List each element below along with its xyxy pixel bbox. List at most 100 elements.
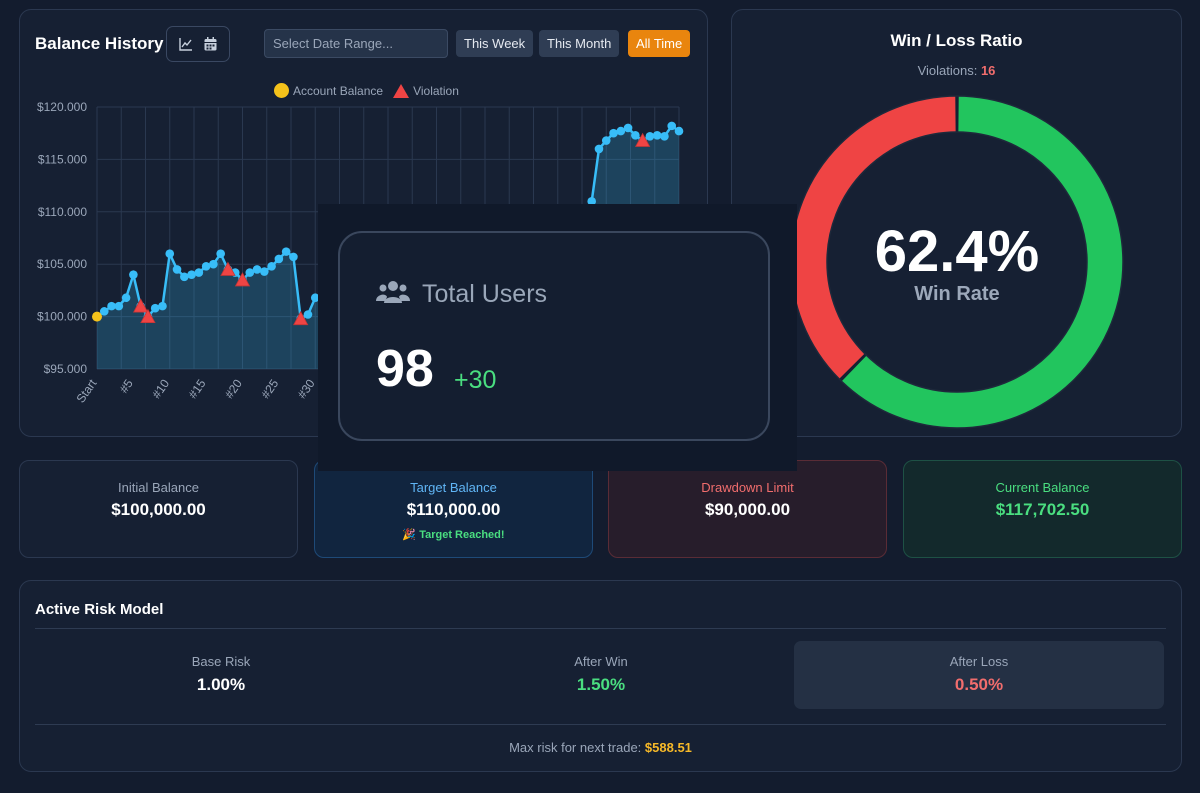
- balance-point: [260, 267, 269, 276]
- initial-balance-card: Initial Balance $100,000.00: [19, 460, 298, 558]
- y-tick-label: $105.000: [37, 257, 87, 271]
- x-tick-label: #25: [258, 376, 281, 401]
- line-chart-icon[interactable]: [179, 37, 193, 51]
- legend-account-balance[interactable]: Account Balance: [293, 83, 384, 98]
- date-range-input[interactable]: [264, 29, 448, 58]
- current-balance-label: Current Balance: [995, 480, 1090, 495]
- balance-point: [172, 265, 182, 274]
- balance-point: [274, 254, 284, 264]
- total-users-header: Total Users: [376, 279, 547, 310]
- balance-point: [652, 130, 662, 140]
- target-reached-note: 🎉 Target Reached!: [315, 528, 592, 541]
- x-tick-label: #10: [149, 376, 172, 401]
- legend-violation[interactable]: Violation: [413, 83, 459, 98]
- after-win-cell: After Win 1.50%: [416, 641, 786, 709]
- after-win-label: After Win: [574, 654, 628, 669]
- violation-marker: [220, 261, 236, 276]
- donut-inner-outline: [826, 131, 1088, 393]
- balance-point: [114, 301, 124, 311]
- balance-point: [99, 307, 109, 316]
- initial-balance-value: $100,000.00: [111, 500, 206, 519]
- y-tick-label: $120.000: [37, 100, 87, 114]
- win-slice: [841, 96, 1123, 428]
- balance-point: [594, 144, 604, 154]
- x-tick-label: Start: [73, 376, 99, 405]
- balance-point: [623, 123, 633, 133]
- balance-point: [180, 272, 189, 282]
- x-tick-label: #20: [222, 376, 245, 401]
- initial-balance-label: Initial Balance: [118, 480, 199, 495]
- party-popper-icon: 🎉: [402, 529, 417, 541]
- after-win-value: 1.50%: [576, 675, 626, 694]
- balance-point: [289, 252, 298, 262]
- balance-point: [601, 136, 611, 145]
- current-balance-card: Current Balance $117,702.50: [903, 460, 1182, 558]
- balance-point: [281, 247, 291, 256]
- violation-marker: [634, 132, 651, 147]
- balance-point: [209, 259, 218, 269]
- drawdown-limit-label: Drawdown Limit: [701, 480, 794, 495]
- target-reached-text: Target Reached!: [419, 529, 505, 541]
- current-balance-value: $117,702.50: [995, 500, 1090, 519]
- this-week-button[interactable]: This Week: [456, 30, 534, 57]
- balance-point: [631, 130, 640, 140]
- risk-model-title: Active Risk Model: [35, 601, 164, 618]
- balance-point: [201, 261, 211, 271]
- balance-point: [674, 126, 684, 136]
- calendar-icon[interactable]: [204, 37, 217, 51]
- violations-value: 16: [980, 63, 996, 78]
- win-rate-label: Win Rate: [914, 283, 1000, 305]
- violation-marker: [140, 308, 156, 323]
- account-balance-legend-marker: [274, 83, 289, 98]
- target-balance-label: Target Balance: [410, 480, 497, 495]
- y-tick-label: $100.000: [37, 310, 87, 324]
- balance-point: [121, 293, 131, 303]
- balance-point: [609, 128, 618, 138]
- win-rate-value: 62.4%: [874, 219, 1040, 284]
- base-risk-cell: Base Risk 1.00%: [36, 641, 406, 709]
- max-risk-line: Max risk for next trade: $588.51: [20, 740, 1181, 755]
- violation-marker: [132, 298, 149, 313]
- balance-point: [194, 268, 204, 277]
- drawdown-limit-value: $90,000.00: [704, 500, 791, 519]
- total-users-overlay: Total Users 98 +30: [318, 204, 797, 471]
- violation-marker: [293, 310, 309, 326]
- total-users-title: Total Users: [422, 280, 548, 308]
- balance-point: [310, 293, 320, 303]
- chart-legend: Account Balance Violation: [274, 83, 459, 98]
- after-loss-label: After Loss: [949, 654, 1009, 669]
- total-users-delta: +30: [454, 366, 497, 394]
- win-loss-panel: Win / Loss Ratio Violations: 16 62.4% Wi…: [731, 9, 1182, 437]
- violations-count: Violations: 16: [732, 63, 1181, 78]
- users-icon: [376, 279, 410, 310]
- total-users-card: Total Users 98 +30: [338, 231, 770, 441]
- win-loss-title: Win / Loss Ratio: [890, 31, 1023, 50]
- risk-model-panel: Active Risk Model Base Risk 1.00% After …: [19, 580, 1182, 772]
- balance-point: [245, 268, 255, 277]
- drawdown-limit-card: Drawdown Limit $90,000.00: [608, 460, 887, 558]
- balance-point: [645, 132, 655, 141]
- balance-point: [165, 249, 175, 259]
- balance-point: [150, 303, 160, 313]
- this-month-button[interactable]: This Month: [539, 30, 620, 57]
- after-loss-value: 0.50%: [954, 675, 1004, 694]
- balance-point: [616, 126, 626, 136]
- balance-point: [107, 301, 116, 311]
- total-users-count: 98: [376, 340, 434, 398]
- y-tick-label: $110.000: [38, 205, 87, 219]
- after-loss-cell: After Loss 0.50%: [794, 641, 1164, 709]
- y-tick-label: $115.000: [38, 152, 87, 166]
- max-risk-label: Max risk for next trade:: [509, 740, 642, 755]
- start-point: [92, 311, 102, 322]
- y-tick-label: $95.000: [44, 362, 88, 376]
- x-tick-label: #30: [295, 376, 318, 401]
- balance-point: [187, 270, 196, 279]
- base-risk-label: Base Risk: [191, 654, 251, 669]
- all-time-button[interactable]: All Time: [628, 30, 691, 57]
- balance-point: [267, 261, 276, 271]
- balance-point: [660, 132, 669, 141]
- violations-label: Violations:: [917, 63, 978, 78]
- balance-history-title: Balance History: [35, 34, 164, 53]
- balance-point: [303, 310, 313, 319]
- violation-marker: [234, 272, 251, 287]
